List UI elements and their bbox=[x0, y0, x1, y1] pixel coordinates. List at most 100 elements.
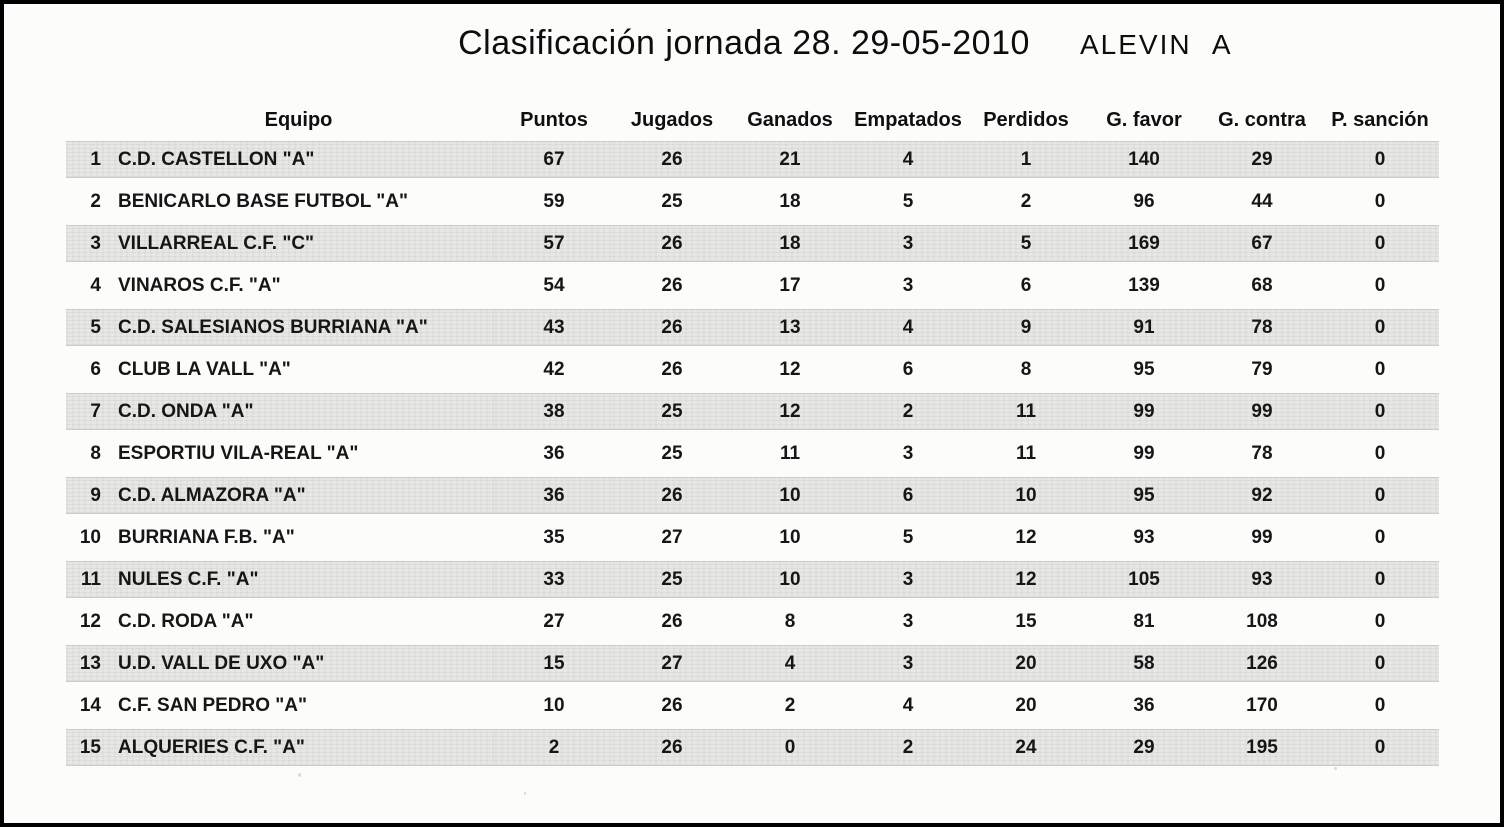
cell-equipo: VILLARREAL C.F. "C" bbox=[102, 225, 495, 262]
cell-g_contra: 170 bbox=[1246, 695, 1278, 716]
page-title: Clasificación jornada 28. 29-05-2010 bbox=[458, 24, 1030, 62]
cell-g_contra: 29 bbox=[1203, 141, 1321, 178]
cell-ganados: 4 bbox=[731, 645, 849, 682]
cell-empatados: 3 bbox=[902, 443, 914, 464]
cell-ganados: 10 bbox=[731, 477, 849, 514]
table-row: 14 C.F. SAN PEDRO "A" 10 26 2 4 20 36 170 0 bbox=[66, 688, 1439, 723]
cell-g_favor: 139 bbox=[1128, 275, 1160, 296]
cell-ganados: 13 bbox=[731, 309, 849, 346]
cell-equipo: U.D. VALL DE UXO "A" bbox=[102, 645, 495, 682]
cell-jugados: 27 bbox=[661, 527, 683, 548]
cell-perdidos: 20 bbox=[967, 645, 1085, 682]
cell-puntos: 2 bbox=[495, 729, 613, 766]
table-row: 12 C.D. RODA "A" 27 26 8 3 15 81 108 0 bbox=[66, 604, 1439, 639]
header-equipo: Equipo bbox=[264, 109, 333, 131]
header-empatados: Empatados bbox=[854, 109, 962, 131]
cell-p_sancion: 0 bbox=[1374, 275, 1386, 296]
cell-pos: 4 bbox=[90, 275, 101, 296]
table-row: 7 C.D. ONDA "A" 38 25 12 2 11 99 99 0 bbox=[66, 393, 1439, 430]
cell-g_contra: 99 bbox=[1251, 527, 1273, 548]
table-row: 2 BENICARLO BASE FUTBOL "A" 59 25 18 5 2 96 44 0 bbox=[66, 184, 1439, 219]
cell-ganados: 12 bbox=[731, 393, 849, 430]
table-row: 13 U.D. VALL DE UXO "A" 15 27 4 3 20 58 126 0 bbox=[66, 645, 1439, 682]
table-row: 5 C.D. SALESIANOS BURRIANA "A" 43 26 13 4 9 91 7… bbox=[66, 309, 1439, 346]
cell-puntos: 67 bbox=[495, 141, 613, 178]
scan-speck bbox=[298, 773, 301, 777]
header-puntos: Puntos bbox=[520, 109, 588, 131]
cell-pos: 11 bbox=[66, 561, 102, 598]
cell-empatados: 6 bbox=[849, 477, 967, 514]
cell-g_contra: 126 bbox=[1203, 645, 1321, 682]
cell-empatados: 3 bbox=[902, 611, 914, 632]
cell-g_favor: 96 bbox=[1133, 191, 1155, 212]
cell-g_contra: 93 bbox=[1203, 561, 1321, 598]
cell-g_contra: 78 bbox=[1251, 443, 1273, 464]
cell-pos: 12 bbox=[79, 611, 101, 632]
cell-p_sancion: 0 bbox=[1374, 443, 1386, 464]
header-g_contra: G. contra bbox=[1218, 109, 1306, 131]
header-g_favor: G. favor bbox=[1106, 109, 1182, 131]
cell-jugados: 26 bbox=[661, 611, 683, 632]
cell-g_favor: 95 bbox=[1085, 477, 1203, 514]
cell-empatados: 5 bbox=[902, 527, 914, 548]
cell-pos: 8 bbox=[90, 443, 101, 464]
header-p_sancion: P. sanción bbox=[1331, 109, 1429, 131]
cell-jugados: 27 bbox=[613, 645, 731, 682]
cell-perdidos: 5 bbox=[967, 225, 1085, 262]
cell-g_contra: 78 bbox=[1203, 309, 1321, 346]
standings-body: 1 C.D. CASTELLON "A" 67 26 21 4 1 140 29 0 2 BENICA… bbox=[66, 141, 1439, 766]
cell-p_sancion: 0 bbox=[1321, 645, 1439, 682]
cell-empatados: 2 bbox=[849, 393, 967, 430]
table-row: 1 C.D. CASTELLON "A" 67 26 21 4 1 140 29 0 bbox=[66, 141, 1439, 178]
cell-g_contra: 68 bbox=[1251, 275, 1273, 296]
cell-perdidos: 11 bbox=[967, 393, 1085, 430]
cell-perdidos: 15 bbox=[1015, 611, 1037, 632]
cell-g_contra: 195 bbox=[1203, 729, 1321, 766]
cell-equipo: BENICARLO BASE FUTBOL "A" bbox=[118, 191, 409, 212]
table-row: 3 VILLARREAL C.F. "C" 57 26 18 3 5 169 67 0 bbox=[66, 225, 1439, 262]
cell-jugados: 26 bbox=[661, 275, 683, 296]
cell-equipo: C.D. ONDA "A" bbox=[102, 393, 495, 430]
cell-g_contra: 92 bbox=[1203, 477, 1321, 514]
cell-perdidos: 10 bbox=[967, 477, 1085, 514]
scan-speck bbox=[524, 792, 526, 795]
cell-ganados: 21 bbox=[731, 141, 849, 178]
cell-puntos: 36 bbox=[543, 443, 565, 464]
header-row: Equipo Puntos Jugados Ganados Empatados Perdi… bbox=[66, 109, 1439, 135]
cell-p_sancion: 0 bbox=[1321, 477, 1439, 514]
header-pos bbox=[66, 109, 102, 135]
cell-pos: 1 bbox=[66, 141, 102, 178]
header-perdidos: Perdidos bbox=[983, 109, 1069, 131]
standings-table: Equipo Puntos Jugados Ganados Empatados Perdi… bbox=[66, 103, 1439, 772]
cell-pos: 5 bbox=[66, 309, 102, 346]
table-row: 11 NULES C.F. "A" 33 25 10 3 12 105 93 0 bbox=[66, 561, 1439, 598]
cell-perdidos: 9 bbox=[967, 309, 1085, 346]
cell-p_sancion: 0 bbox=[1374, 611, 1386, 632]
cell-empatados: 4 bbox=[849, 141, 967, 178]
cell-pos: 9 bbox=[66, 477, 102, 514]
cell-empatados: 3 bbox=[849, 645, 967, 682]
cell-puntos: 10 bbox=[543, 695, 565, 716]
cell-g_favor: 105 bbox=[1085, 561, 1203, 598]
cell-puntos: 59 bbox=[543, 191, 565, 212]
cell-g_favor: 91 bbox=[1085, 309, 1203, 346]
cell-empatados: 3 bbox=[849, 561, 967, 598]
cell-ganados: 8 bbox=[784, 611, 796, 632]
table-row: 15 ALQUERIES C.F. "A" 2 26 0 2 24 29 195 0 bbox=[66, 729, 1439, 766]
cell-equipo: ALQUERIES C.F. "A" bbox=[102, 729, 495, 766]
cell-g_contra: 67 bbox=[1203, 225, 1321, 262]
cell-jugados: 26 bbox=[661, 359, 683, 380]
cell-pos: 10 bbox=[79, 527, 101, 548]
cell-g_contra: 79 bbox=[1251, 359, 1273, 380]
cell-puntos: 27 bbox=[543, 611, 565, 632]
cell-empatados: 4 bbox=[849, 309, 967, 346]
cell-equipo: C.D. RODA "A" bbox=[118, 611, 254, 632]
cell-g_favor: 29 bbox=[1085, 729, 1203, 766]
cell-equipo: VINAROS C.F. "A" bbox=[118, 275, 281, 296]
cell-g_favor: 81 bbox=[1133, 611, 1155, 632]
cell-jugados: 25 bbox=[661, 443, 683, 464]
standings-header: Equipo Puntos Jugados Ganados Empatados Perdi… bbox=[66, 109, 1439, 135]
table-row: 4 VINAROS C.F. "A" 54 26 17 3 6 139 68 0 bbox=[66, 268, 1439, 303]
cell-puntos: 42 bbox=[543, 359, 565, 380]
